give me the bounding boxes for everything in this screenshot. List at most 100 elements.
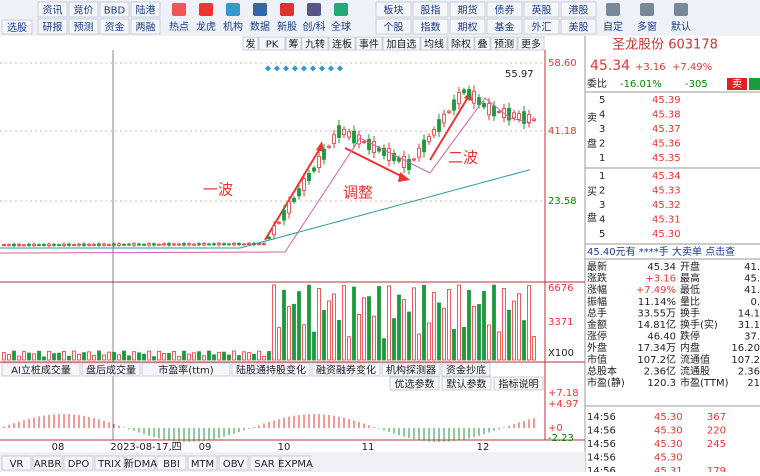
button[interactable]: [231, 362, 311, 377]
button-label[interactable]: 资金抄底: [446, 364, 486, 377]
button[interactable]: [412, 1, 449, 18]
button-label[interactable]: 叠: [478, 39, 488, 51]
button[interactable]: [517, 36, 545, 51]
button[interactable]: [493, 376, 544, 391]
button-label[interactable]: 市盈率(ttm): [158, 364, 213, 377]
button-label[interactable]: EXPMA: [278, 459, 313, 470]
button-label[interactable]: TRIX: [97, 459, 121, 470]
button[interactable]: [285, 36, 302, 51]
button-label[interactable]: 期权: [458, 21, 478, 34]
button-label[interactable]: 基金: [495, 21, 515, 34]
banner[interactable]: 45.40元有 ****手 大卖单 点击查: [587, 245, 735, 258]
button-label[interactable]: 指标说明: [499, 378, 539, 391]
button[interactable]: [420, 36, 448, 51]
button-label[interactable]: OBV: [223, 459, 244, 470]
button-label[interactable]: 除权: [451, 38, 471, 51]
sell-btn[interactable]: [727, 78, 747, 90]
button-label[interactable]: 个股: [384, 22, 404, 34]
button-label[interactable]: 指数: [421, 21, 441, 34]
button-label[interactable]: 竞价: [74, 4, 94, 17]
button[interactable]: [280, 455, 311, 471]
button-label[interactable]: 陆股通持股变化: [236, 364, 306, 377]
button-label[interactable]: 美股: [569, 21, 589, 34]
button-label[interactable]: 外汇: [532, 21, 552, 34]
button-label[interactable]: 预测: [494, 38, 514, 51]
button[interactable]: [258, 36, 286, 51]
button[interactable]: [130, 18, 161, 35]
button-label[interactable]: 板块: [384, 4, 404, 17]
button[interactable]: [311, 362, 381, 377]
button[interactable]: [99, 1, 130, 18]
button[interactable]: [37, 18, 68, 35]
button[interactable]: [375, 1, 412, 18]
button[interactable]: [382, 36, 421, 51]
button[interactable]: [523, 18, 560, 35]
button[interactable]: [125, 455, 156, 471]
button[interactable]: [441, 362, 491, 377]
button[interactable]: [486, 1, 523, 18]
button[interactable]: [447, 36, 475, 51]
button-label[interactable]: 研报: [43, 21, 63, 34]
button-label[interactable]: 优选参数: [395, 378, 435, 391]
button-label[interactable]: 两融: [136, 22, 156, 34]
sell-btn-label[interactable]: 卖: [732, 78, 742, 90]
button[interactable]: [449, 1, 486, 18]
button[interactable]: [63, 455, 94, 471]
button-label[interactable]: VR: [10, 459, 24, 470]
button[interactable]: [156, 455, 187, 471]
button-label[interactable]: 英股: [532, 4, 552, 17]
button[interactable]: [68, 18, 99, 35]
button[interactable]: [523, 1, 560, 18]
button-label[interactable]: 融资融券变化: [316, 364, 376, 377]
button[interactable]: [381, 362, 441, 377]
button-label[interactable]: 资讯: [43, 5, 63, 17]
button-label[interactable]: 股指: [421, 4, 441, 17]
button-label[interactable]: MTM: [191, 459, 214, 470]
button-label[interactable]: DPO: [68, 459, 90, 470]
button-label[interactable]: 盘后成交量: [86, 364, 136, 377]
button-label[interactable]: 连板: [332, 38, 352, 51]
button-label[interactable]: 机构探测器: [386, 364, 436, 377]
button[interactable]: [141, 362, 231, 377]
button[interactable]: [94, 455, 125, 471]
button[interactable]: [486, 18, 523, 35]
button[interactable]: [130, 1, 161, 18]
button[interactable]: [187, 455, 218, 471]
button-label[interactable]: BBI: [163, 459, 180, 470]
button-label[interactable]: PK: [266, 40, 279, 51]
button-label[interactable]: 新DMA: [124, 457, 157, 470]
button[interactable]: [412, 18, 449, 35]
button[interactable]: [560, 1, 597, 18]
button-label[interactable]: 筹: [289, 38, 299, 51]
button-label[interactable]: 九转: [305, 38, 325, 51]
button-label[interactable]: 更多: [521, 38, 541, 51]
button[interactable]: [375, 18, 412, 35]
buy-btn[interactable]: [749, 78, 760, 90]
button[interactable]: [68, 1, 99, 18]
button-label[interactable]: BBD: [104, 6, 126, 17]
button[interactable]: [560, 18, 597, 35]
button-label[interactable]: 均线: [424, 38, 444, 51]
button[interactable]: [249, 455, 280, 471]
button[interactable]: [328, 36, 356, 51]
button-label[interactable]: SAR: [254, 459, 274, 470]
button[interactable]: [490, 36, 518, 51]
button[interactable]: [449, 18, 486, 35]
button[interactable]: [81, 362, 141, 377]
button-label[interactable]: 加自选: [387, 38, 417, 51]
button[interactable]: [242, 36, 259, 51]
button-label[interactable]: 资金: [105, 21, 125, 34]
button[interactable]: [218, 455, 249, 471]
button[interactable]: [474, 36, 491, 51]
button-label[interactable]: 期货: [458, 4, 478, 17]
button[interactable]: [1, 19, 33, 35]
button-label[interactable]: 港股: [569, 5, 589, 17]
button-label[interactable]: 选股: [7, 21, 27, 34]
button-label[interactable]: 债券: [495, 4, 515, 17]
button[interactable]: [99, 18, 130, 35]
button-label[interactable]: 默认参数: [447, 378, 487, 391]
button-label[interactable]: 预测: [74, 21, 94, 34]
button[interactable]: [32, 455, 63, 471]
button-label[interactable]: AI立桩成交量: [11, 364, 71, 377]
button[interactable]: [1, 362, 81, 377]
